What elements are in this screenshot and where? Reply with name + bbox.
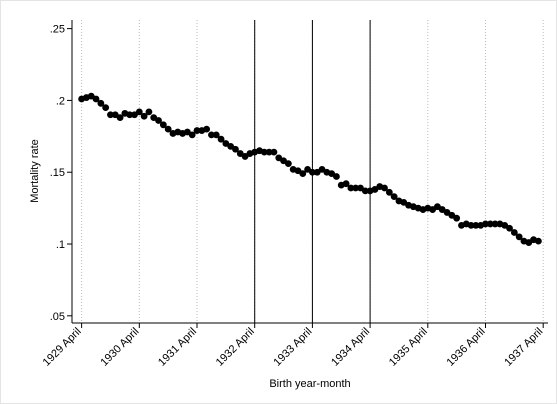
y-tick-label: .05 (50, 311, 65, 323)
y-tick-label: .25 (50, 24, 65, 36)
point (342, 180, 350, 188)
point (145, 108, 153, 116)
point (472, 221, 480, 229)
point (102, 104, 110, 111)
point (467, 221, 475, 229)
point (107, 111, 114, 119)
point (126, 111, 134, 119)
point (284, 160, 292, 168)
point (97, 99, 105, 107)
point (453, 214, 461, 222)
point (159, 121, 167, 129)
point (309, 168, 316, 176)
point (140, 112, 148, 120)
y-tick-label: .15 (50, 167, 65, 179)
point (188, 131, 196, 139)
point (193, 127, 201, 134)
point (486, 220, 494, 228)
point (92, 95, 100, 103)
point (208, 131, 215, 139)
point (506, 224, 513, 232)
point (361, 187, 369, 195)
point (270, 148, 278, 156)
y-axis-title: Mortality rate (29, 139, 41, 203)
point (203, 125, 211, 133)
point (482, 220, 489, 228)
point (265, 148, 273, 156)
point (534, 237, 542, 245)
point (352, 184, 360, 192)
point (385, 188, 393, 196)
point (390, 193, 398, 201)
point (510, 229, 518, 236)
point (299, 170, 307, 178)
point (164, 125, 172, 133)
point (232, 145, 239, 153)
point (515, 233, 523, 241)
point (491, 220, 499, 228)
point (381, 184, 388, 192)
point (347, 184, 355, 192)
point (260, 148, 268, 156)
y-tick-label: .1 (56, 239, 65, 251)
point (155, 117, 162, 124)
point (333, 173, 340, 180)
y-tick-label: .2 (56, 95, 65, 107)
point (217, 135, 225, 143)
point (116, 114, 124, 122)
x-axis-title: Birth year-month (269, 378, 350, 390)
point (212, 131, 220, 139)
point (135, 108, 143, 116)
